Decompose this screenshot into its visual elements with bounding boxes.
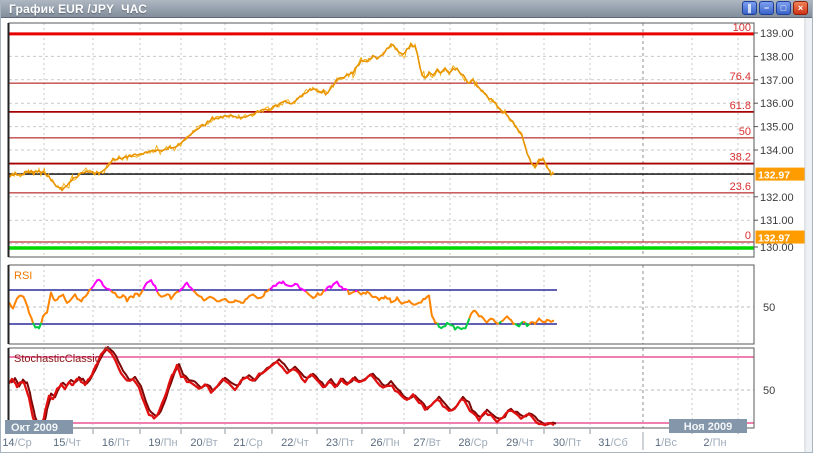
rsi-series-line (110, 289, 144, 303)
price-tick-label: 132.00 (760, 192, 794, 204)
rsi-series-line (324, 280, 349, 292)
date-label: 21/Ср (233, 437, 262, 449)
rsi-series-line (468, 309, 500, 325)
date-label: 2/Пн (703, 437, 726, 449)
fib-level-label: 0 (745, 230, 751, 242)
rsi-series-line (269, 280, 307, 293)
month-box-left (5, 420, 73, 434)
fib-level-label: 61.8 (730, 100, 751, 112)
date-label: 30/Пт (553, 437, 581, 449)
fib-level-label: 23.6 (730, 181, 751, 193)
date-label: 29/Чт (506, 437, 534, 449)
window-titlebar[interactable]: График EUR /JPY ЧАС ∥ − □ × (1, 0, 812, 18)
rsi-series-line (522, 320, 526, 324)
rsi-series-line (90, 278, 112, 292)
month-box-left-label: Окт 2009 (11, 422, 58, 434)
close-icon: × (797, 2, 804, 13)
rollup-button[interactable]: ∥ (742, 1, 757, 15)
date-label: 19/Пн (148, 437, 177, 449)
current-price-marker (755, 167, 806, 181)
rsi-series-line (500, 315, 516, 325)
month-box-right-label: Ноя 2009 (684, 421, 732, 433)
price-tick-label: 138.00 (760, 51, 794, 63)
date-label: 14/Ср (2, 437, 31, 449)
rsi-series-line (436, 318, 471, 331)
rsi-series-line (346, 289, 356, 296)
rsi-indicator-label: RSI (14, 270, 32, 282)
rsi-panel-area[interactable] (9, 265, 754, 344)
stochastic-panel-area[interactable] (9, 348, 754, 428)
date-label: 23/Пт (326, 437, 354, 449)
window-title: График EUR /JPY ЧАС (9, 1, 148, 16)
fib-level-label: 38.2 (730, 152, 751, 164)
date-label: 15/Чт (53, 437, 81, 449)
window-controls: ∥ − □ × (742, 1, 808, 15)
date-label: 20/Вт (190, 437, 217, 449)
minimize-button[interactable]: − (759, 1, 774, 15)
price-tick-label: 134.00 (760, 145, 794, 157)
rsi-series-line (498, 320, 503, 325)
price-series-line (8, 42, 555, 192)
main-chart-area[interactable] (9, 23, 754, 257)
date-label: 1/Вс (655, 437, 678, 449)
stochastic-indicator-label: StochasticClassic (14, 353, 101, 365)
rsi-series-line (40, 288, 92, 323)
stochastic-axis-value: 50 (763, 385, 775, 397)
price-tick-label: 139.00 (760, 28, 794, 40)
price-tick-label: 135.00 (760, 122, 794, 134)
fib-level-label: 50 (739, 126, 751, 138)
date-label: 28/Ср (458, 437, 487, 449)
rsi-series-line (514, 320, 524, 328)
date-label: 16/Пт (102, 437, 130, 449)
price-series-wicks (8, 41, 555, 191)
rsi-series-line (156, 290, 180, 301)
rsi-series-line (524, 322, 531, 328)
price-tick-label: 136.00 (760, 98, 794, 110)
rsi-series-line (192, 288, 271, 304)
rsi-series-line (356, 290, 438, 324)
right-frame-strip (806, 18, 812, 452)
rsi-series-line (178, 281, 195, 293)
date-label: 22/Чт (281, 437, 309, 449)
price-tick-label: 131.00 (760, 215, 794, 227)
maximize-icon: □ (780, 2, 787, 13)
current-price-marker (755, 230, 806, 244)
current-price-marker-label: 132.97 (758, 233, 790, 245)
current-price-marker-label: 132.97 (758, 170, 790, 182)
rsi-series-line (528, 317, 555, 325)
price-tick-label: 130.00 (760, 242, 794, 254)
stochastic-main-line (8, 346, 555, 431)
date-label: 31/Сб (598, 437, 628, 449)
rsi-series-line (305, 289, 326, 300)
price-tick-label: 137.00 (760, 75, 794, 87)
maximize-button[interactable]: □ (776, 1, 791, 15)
close-button[interactable]: × (793, 1, 808, 15)
rsi-axis-value: 50 (763, 302, 775, 314)
date-label: 27/Вт (413, 437, 440, 449)
month-box-right (669, 419, 747, 433)
fib-level-label: 76.4 (730, 71, 751, 83)
date-label: 26/Пн (370, 437, 399, 449)
rsi-series-line (32, 322, 43, 330)
minimize-icon: − (763, 2, 770, 13)
rollup-icon: ∥ (747, 2, 752, 13)
rsi-series-line (8, 294, 34, 324)
rsi-series-line (142, 279, 159, 293)
fib-level-label: 100 (733, 22, 751, 34)
